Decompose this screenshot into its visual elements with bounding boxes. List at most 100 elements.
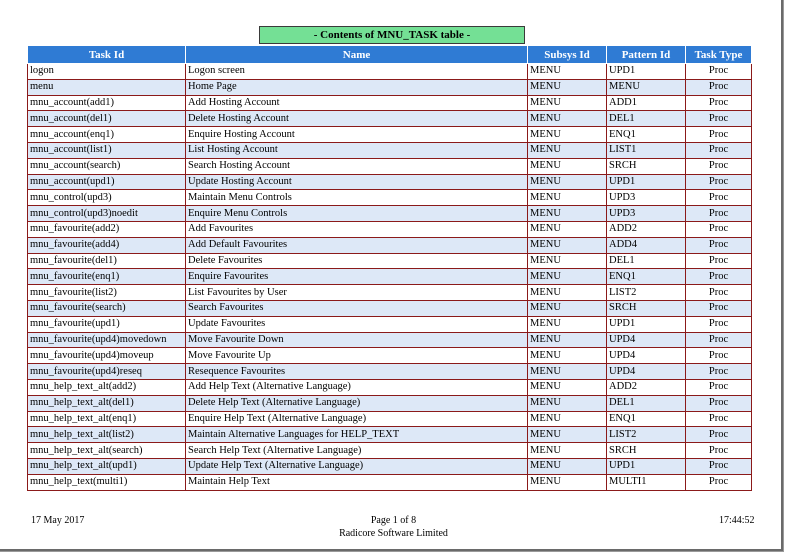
pattern-id-cell: ADD4	[606, 236, 686, 254]
subsys-id-cell: MENU	[527, 236, 607, 254]
task-id-cell: mnu_favourite(upd4)reseq	[27, 363, 186, 380]
task-type-cell: Proc	[685, 331, 752, 349]
subsys-id-cell: MENU	[527, 331, 607, 349]
subsys-id-cell: MENU	[527, 205, 607, 222]
header-row: Task Id Name Subsys Id Pattern Id Task T…	[27, 45, 752, 64]
pattern-id-cell: UPD1	[606, 63, 686, 80]
name-cell: Enquire Menu Controls	[185, 205, 528, 222]
task-id-cell: menu	[27, 78, 186, 96]
task-id-cell: mnu_account(enq1)	[27, 126, 186, 143]
name-cell: Update Favourites	[185, 315, 528, 333]
subsys-id-cell: MENU	[527, 220, 607, 238]
pattern-id-cell: ADD2	[606, 378, 686, 396]
pattern-id-cell: UPD1	[606, 457, 686, 475]
name-cell: Enquire Help Text (Alternative Language)	[185, 410, 528, 428]
task-type-cell: Proc	[685, 63, 752, 80]
subsys-id-cell: MENU	[527, 110, 607, 128]
column-header-task-type: Task Type	[685, 45, 752, 64]
table-row: mnu_help_text_alt(upd1) Update Help Text …	[27, 457, 752, 475]
task-type-cell: Proc	[685, 378, 752, 396]
name-cell: Add Default Favourites	[185, 236, 528, 254]
name-cell: Search Hosting Account	[185, 157, 528, 175]
subsys-id-cell: MENU	[527, 78, 607, 96]
task-type-cell: Proc	[685, 473, 752, 491]
footer-company: Radicore Software Limited	[339, 528, 448, 539]
subsys-id-cell: MENU	[527, 268, 607, 286]
table-row: mnu_favourite(enq1) Enquire Favourites MEN…	[27, 268, 752, 286]
task-id-cell: mnu_account(search)	[27, 157, 186, 175]
pattern-id-cell: UPD4	[606, 363, 686, 380]
task-type-cell: Proc	[685, 236, 752, 254]
task-type-cell: Proc	[685, 126, 752, 143]
pattern-id-cell: SRCH	[606, 299, 686, 317]
table-row: menu Home Page MENU MENU Proc	[27, 78, 752, 96]
column-header-task-id: Task Id	[27, 45, 186, 64]
task-id-cell: mnu_favourite(del1)	[27, 252, 186, 270]
name-cell: Move Favourite Down	[185, 331, 528, 349]
name-cell: Search Favourites	[185, 299, 528, 317]
table-row: mnu_account(add1) Add Hosting Account MENU…	[27, 94, 752, 112]
name-cell: Logon screen	[185, 63, 528, 80]
name-cell: Resequence Favourites	[185, 363, 528, 380]
task-type-cell: Proc	[685, 426, 752, 444]
task-type-cell: Proc	[685, 94, 752, 112]
subsys-id-cell: MENU	[527, 94, 607, 112]
table-row: mnu_account(upd1) Update Hosting Account M…	[27, 173, 752, 191]
task-type-cell: Proc	[685, 315, 752, 333]
table-row: mnu_help_text_alt(add2) Add Help Text (Al…	[27, 378, 752, 396]
table-row: mnu_help_text_alt(enq1) Enquire Help Text…	[27, 410, 752, 428]
task-type-cell: Proc	[685, 189, 752, 207]
subsys-id-cell: MENU	[527, 63, 607, 80]
name-cell: Add Favourites	[185, 220, 528, 238]
task-id-cell: mnu_help_text_alt(upd1)	[27, 457, 186, 475]
subsys-id-cell: MENU	[527, 126, 607, 143]
task-type-cell: Proc	[685, 410, 752, 428]
table-row: mnu_favourite(add4) Add Default Favourite…	[27, 236, 752, 254]
table-row: logon Logon screen MENU UPD1 Proc	[27, 63, 752, 80]
task-id-cell: mnu_account(list1)	[27, 141, 186, 159]
table-row: mnu_favourite(upd4)reseq Resequence Favou…	[27, 363, 752, 380]
task-type-cell: Proc	[685, 220, 752, 238]
pattern-id-cell: UPD4	[606, 347, 686, 365]
task-id-cell: mnu_control(upd3)noedit	[27, 205, 186, 222]
pattern-id-cell: DEL1	[606, 394, 686, 412]
report-title: - Contents of MNU_TASK table -	[259, 26, 525, 44]
task-type-cell: Proc	[685, 442, 752, 459]
name-cell: Search Help Text (Alternative Language)	[185, 442, 528, 459]
task-id-cell: mnu_help_text_alt(enq1)	[27, 410, 186, 428]
column-header-pattern-id: Pattern Id	[606, 45, 686, 64]
name-cell: Update Help Text (Alternative Language)	[185, 457, 528, 475]
subsys-id-cell: MENU	[527, 252, 607, 270]
pattern-id-cell: UPD1	[606, 315, 686, 333]
table-row: mnu_help_text(multi1) Maintain Help Text M…	[27, 473, 752, 491]
task-id-cell: mnu_favourite(list2)	[27, 284, 186, 301]
pattern-id-cell: LIST1	[606, 141, 686, 159]
subsys-id-cell: MENU	[527, 394, 607, 412]
name-cell: Enquire Hosting Account	[185, 126, 528, 143]
task-id-cell: mnu_favourite(add2)	[27, 220, 186, 238]
table-row: mnu_account(enq1) Enquire Hosting Account…	[27, 126, 752, 143]
pattern-id-cell: DEL1	[606, 110, 686, 128]
table-row: mnu_favourite(add2) Add Favourites MENU ADD…	[27, 220, 752, 238]
subsys-id-cell: MENU	[527, 378, 607, 396]
task-type-cell: Proc	[685, 457, 752, 475]
table-row: mnu_favourite(search) Search Favourites ME…	[27, 299, 752, 317]
task-type-cell: Proc	[685, 157, 752, 175]
subsys-id-cell: MENU	[527, 299, 607, 317]
task-id-cell: mnu_account(del1)	[27, 110, 186, 128]
column-header-subsys-id: Subsys Id	[527, 45, 607, 64]
subsys-id-cell: MENU	[527, 347, 607, 365]
task-type-cell: Proc	[685, 284, 752, 301]
pattern-id-cell: MENU	[606, 78, 686, 96]
table-row: mnu_favourite(upd4)moveup Move Favourite …	[27, 347, 752, 365]
table-row: mnu_help_text_alt(list2) Maintain Alterna…	[27, 426, 752, 444]
table-row: mnu_favourite(upd1) Update Favourites MENU…	[27, 315, 752, 333]
task-id-cell: mnu_help_text_alt(add2)	[27, 378, 186, 396]
pattern-id-cell: SRCH	[606, 442, 686, 459]
pattern-id-cell: DEL1	[606, 252, 686, 270]
task-id-cell: mnu_control(upd3)	[27, 189, 186, 207]
task-id-cell: logon	[27, 63, 186, 80]
name-cell: Maintain Menu Controls	[185, 189, 528, 207]
name-cell: Add Hosting Account	[185, 94, 528, 112]
